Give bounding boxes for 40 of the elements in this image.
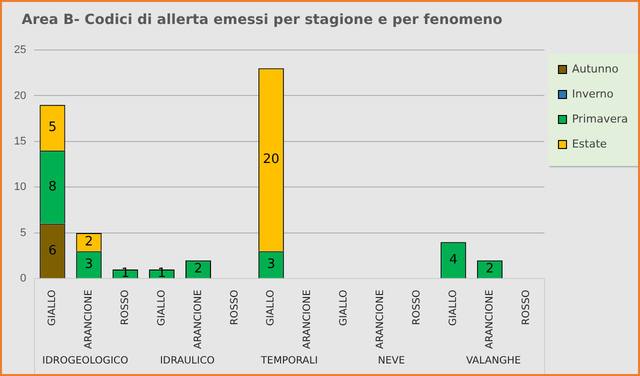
- x-tick-label: GIALLO: [266, 290, 277, 326]
- data-label: 3: [266, 257, 276, 272]
- y-tick-label: 5: [20, 226, 26, 239]
- y-tick-label: 10: [14, 181, 26, 194]
- legend-label: Autunno: [572, 62, 619, 76]
- data-label: 2: [84, 234, 94, 250]
- legend-label: Estate: [572, 137, 608, 150]
- legend-label: Inverno: [572, 87, 614, 100]
- legend-label: Primavera: [572, 112, 628, 126]
- data-label: 2: [486, 262, 494, 277]
- text: IDRAULICO: [160, 355, 215, 366]
- x-tick-label: GIALLO: [338, 290, 350, 326]
- x-tick-label: ROSSO: [520, 290, 532, 326]
- data-label: 20: [262, 152, 280, 168]
- y-tick-label: 15: [14, 136, 26, 148]
- data-label: 3: [84, 257, 94, 272]
- x-tick-label: ARANCIONE: [375, 290, 386, 350]
- text: VALANGHE: [466, 355, 521, 366]
- text: NEVE: [378, 355, 405, 366]
- y-tick-label: 20: [14, 90, 26, 102]
- x-tick-label: ROSSO: [229, 290, 240, 326]
- data-label: 4: [449, 252, 458, 268]
- x-tick-label: ROSSO: [412, 290, 423, 326]
- text: IDROGEOLOGICO: [42, 355, 128, 366]
- x-tick-label: GIALLO: [156, 290, 168, 326]
- x-tick-label: ARANCIONE: [84, 290, 94, 350]
- x-tick-label: ARANCIONE: [484, 290, 496, 350]
- chart-title: Area B- Codici di allerta emessi per stagione e per fenomeno: [20, 12, 504, 28]
- x-tick-label: ARANCIONE: [302, 290, 314, 350]
- x-tick-label: GIALLO: [448, 290, 459, 326]
- data-label: 5: [48, 120, 57, 136]
- data-label: 6: [48, 243, 57, 258]
- x-tick-label: ROSSO: [120, 290, 131, 326]
- x-tick-label: ARANCIONE: [192, 290, 204, 350]
- x-tick-label: GIALLO: [47, 290, 58, 326]
- y-tick-label: 25: [14, 44, 26, 56]
- data-label: 2: [194, 262, 202, 277]
- y-tick-label: 0: [20, 272, 26, 285]
- data-label: 8: [48, 180, 57, 195]
- text: TEMPORALI: [260, 355, 318, 366]
